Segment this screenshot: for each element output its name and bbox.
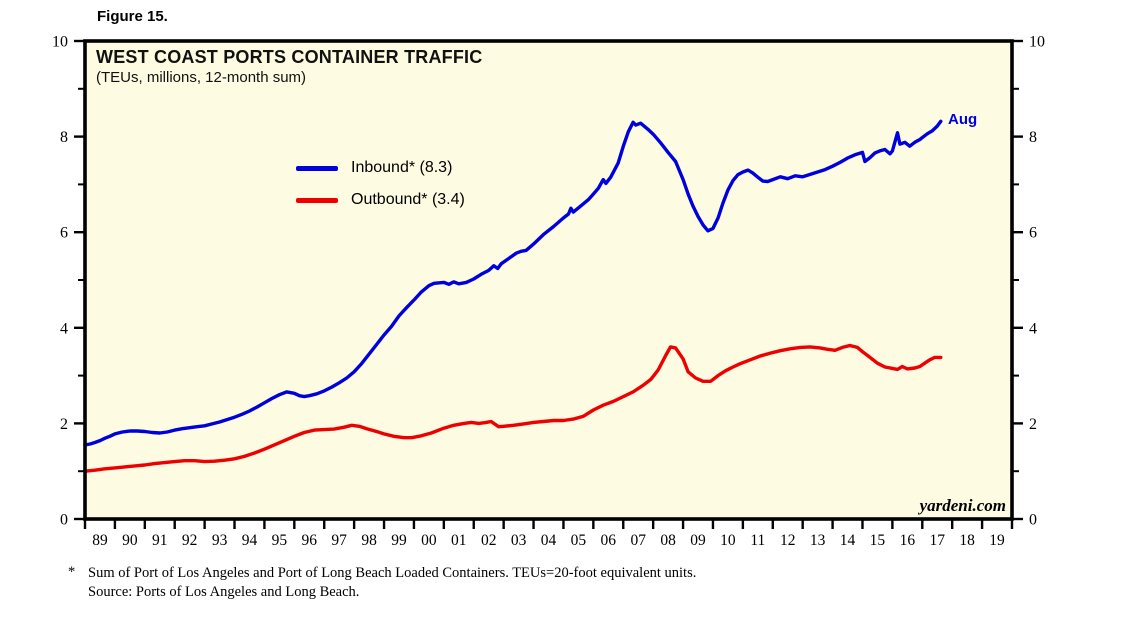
footnote: * Sum of Port of Los Angeles and Port of… <box>68 564 696 602</box>
legend: Inbound* (8.3) Outbound* (3.4) <box>296 152 465 216</box>
svg-text:4: 4 <box>60 320 68 337</box>
svg-text:14: 14 <box>840 532 856 549</box>
figure-label: Figure 15. <box>97 8 168 25</box>
svg-text:99: 99 <box>391 532 407 549</box>
svg-text:00: 00 <box>421 532 437 549</box>
svg-text:06: 06 <box>601 532 617 549</box>
svg-text:6: 6 <box>1029 225 1037 242</box>
svg-text:6: 6 <box>60 225 68 242</box>
legend-label-outbound: Outbound* (3.4) <box>351 191 465 208</box>
svg-text:08: 08 <box>660 532 676 549</box>
last-point-label: Aug <box>948 111 978 128</box>
outbound-line-swatch <box>296 197 338 203</box>
svg-text:8: 8 <box>1029 129 1037 146</box>
svg-text:02: 02 <box>481 532 497 549</box>
svg-text:92: 92 <box>182 532 198 549</box>
svg-text:10: 10 <box>1029 34 1045 51</box>
svg-text:13: 13 <box>810 532 826 549</box>
svg-text:17: 17 <box>929 532 945 549</box>
svg-text:03: 03 <box>511 532 527 549</box>
footnote-line-1: Sum of Port of Los Angeles and Port of L… <box>88 565 697 581</box>
svg-text:2: 2 <box>60 416 68 433</box>
svg-text:90: 90 <box>122 532 138 549</box>
inbound-line-swatch <box>296 165 338 171</box>
svg-text:95: 95 <box>272 532 288 549</box>
svg-text:8: 8 <box>60 129 68 146</box>
chart-subtitle: (TEUs, millions, 12-month sum) <box>96 69 307 86</box>
footnote-marker: * <box>68 564 76 580</box>
footnote-line-2: Source: Ports of Los Angeles and Long Be… <box>88 584 360 600</box>
svg-text:2: 2 <box>1029 416 1037 433</box>
svg-text:12: 12 <box>780 532 796 549</box>
svg-text:10: 10 <box>720 532 736 549</box>
svg-text:15: 15 <box>870 532 886 549</box>
svg-text:96: 96 <box>302 532 318 549</box>
svg-text:11: 11 <box>750 532 765 549</box>
svg-text:89: 89 <box>92 532 108 549</box>
svg-text:0: 0 <box>60 512 68 529</box>
legend-item-inbound: Inbound* (8.3) <box>296 152 465 184</box>
svg-text:18: 18 <box>959 532 975 549</box>
legend-item-outbound: Outbound* (3.4) <box>296 184 465 216</box>
svg-text:10: 10 <box>52 34 68 51</box>
svg-text:0: 0 <box>1029 512 1037 529</box>
svg-text:04: 04 <box>541 532 557 549</box>
footnote-text: Sum of Port of Los Angeles and Port of L… <box>88 564 696 602</box>
svg-text:07: 07 <box>630 532 646 549</box>
svg-text:91: 91 <box>152 532 168 549</box>
svg-text:01: 01 <box>451 532 467 549</box>
svg-text:4: 4 <box>1029 320 1037 337</box>
svg-text:05: 05 <box>571 532 587 549</box>
svg-text:94: 94 <box>242 532 258 549</box>
svg-text:19: 19 <box>989 532 1005 549</box>
watermark: yardeni.com <box>919 496 1006 515</box>
svg-text:16: 16 <box>900 532 916 549</box>
svg-text:98: 98 <box>361 532 377 549</box>
legend-label-inbound: Inbound* (8.3) <box>351 159 453 176</box>
svg-text:93: 93 <box>212 532 228 549</box>
svg-text:09: 09 <box>690 532 706 549</box>
svg-text:97: 97 <box>331 532 347 549</box>
chart-title: WEST COAST PORTS CONTAINER TRAFFIC <box>96 47 483 67</box>
